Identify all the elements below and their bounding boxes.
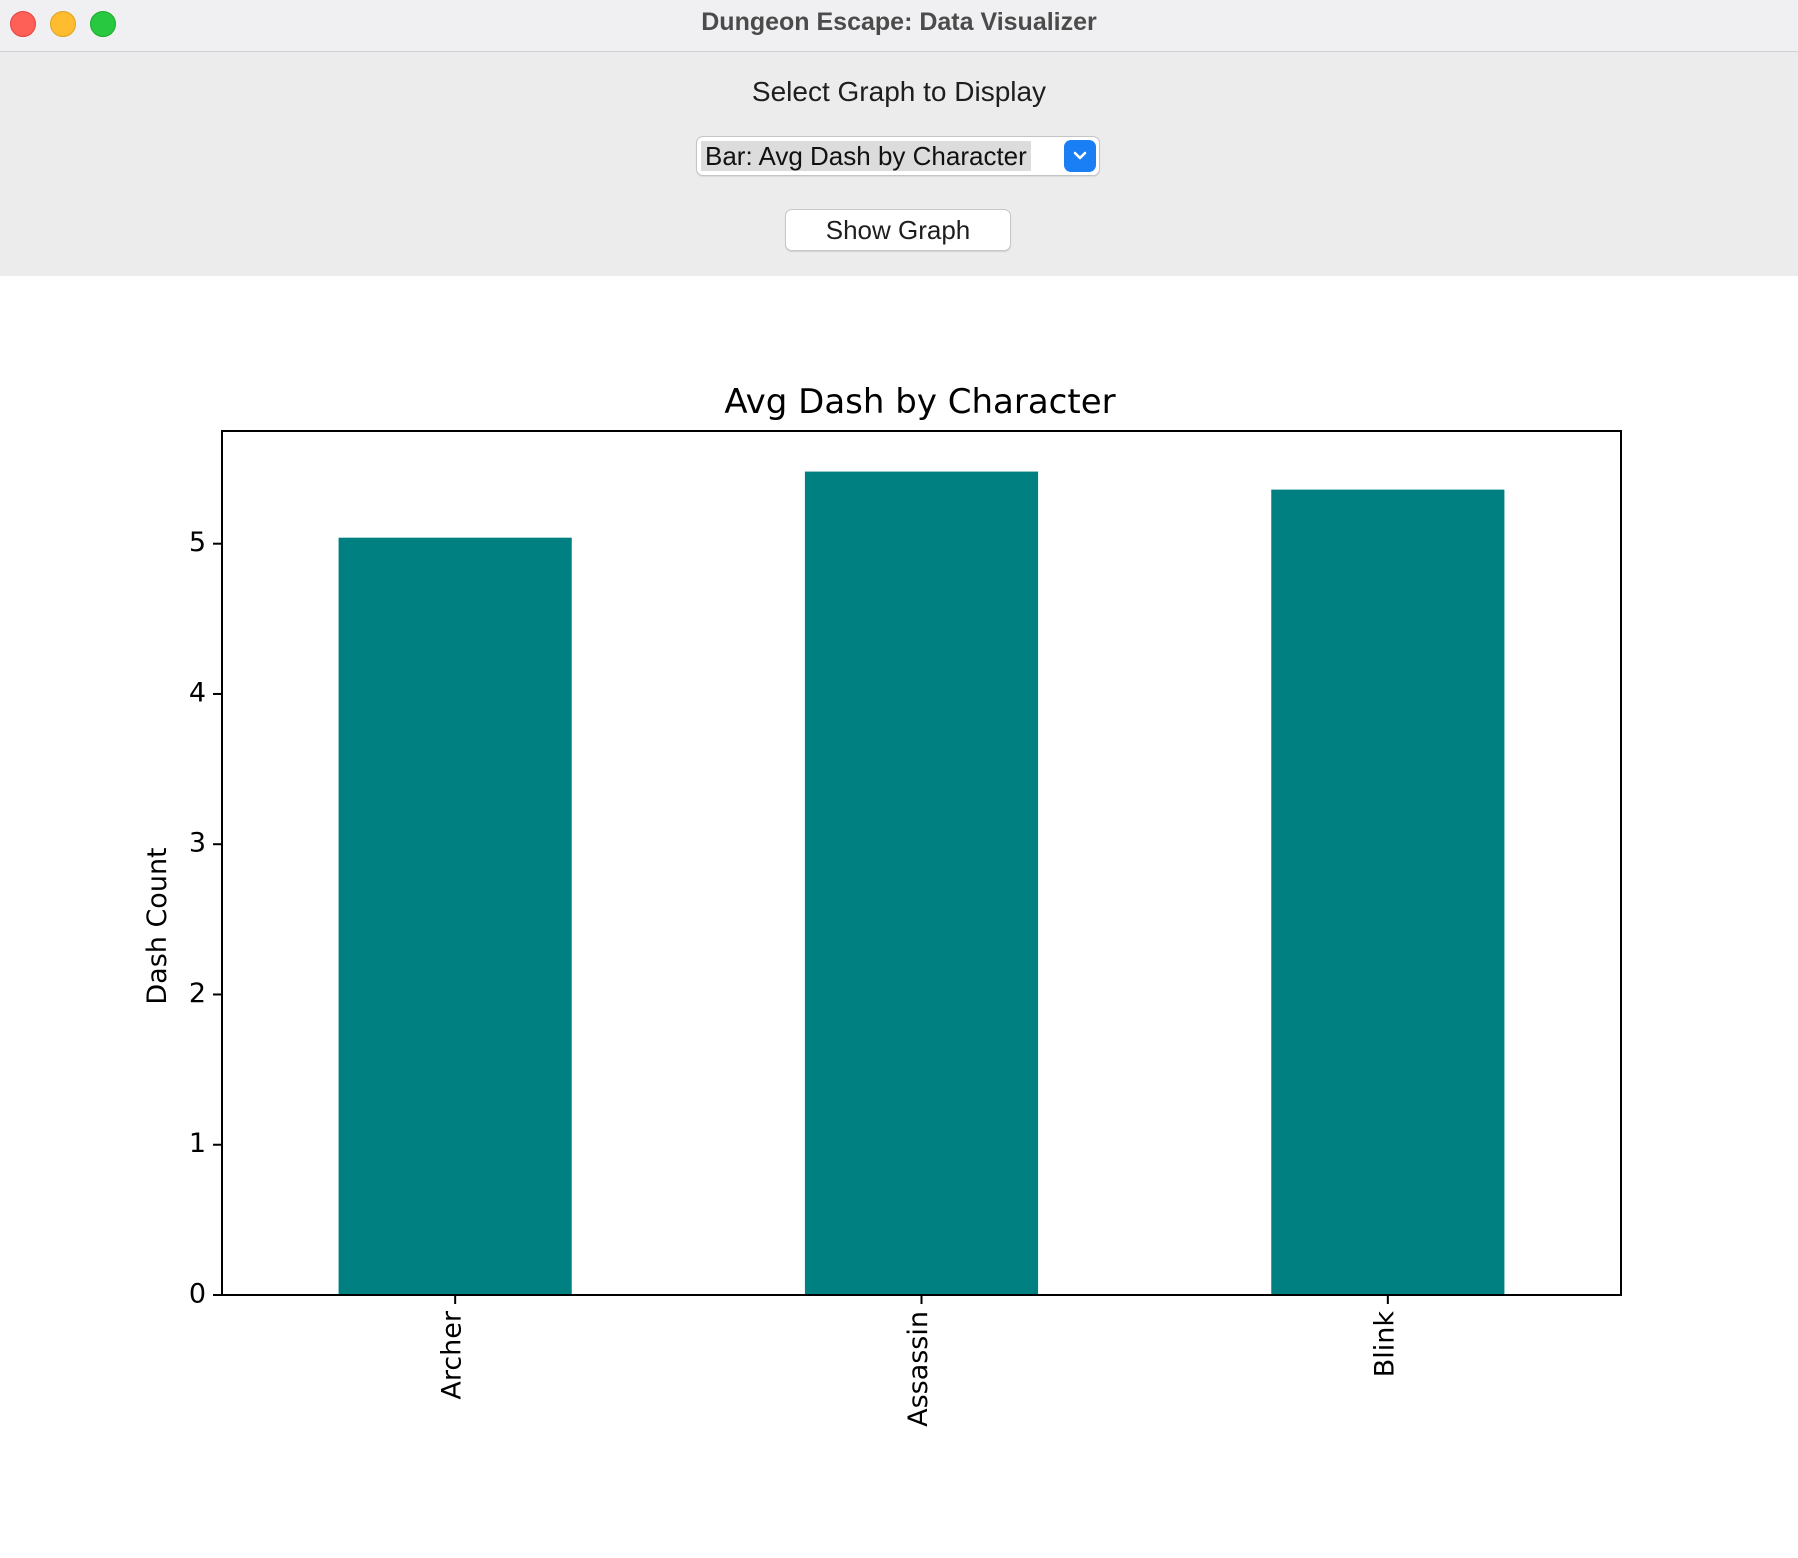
chevron-down-icon[interactable] — [1064, 140, 1096, 172]
x-tick-label: Assassin — [903, 1311, 934, 1427]
bar-assassin — [804, 471, 1039, 1295]
y-tick-label: 5 — [189, 527, 206, 558]
close-window-button[interactable] — [10, 11, 36, 37]
title-bar[interactable]: Dungeon Escape: Data Visualizer — [0, 0, 1798, 52]
control-panel: Select Graph to Display Bar: Avg Dash by… — [0, 52, 1798, 276]
x-tick-label: Archer — [437, 1310, 468, 1400]
y-axis-label: Dash Count — [142, 847, 173, 1004]
window-title: Dungeon Escape: Data Visualizer — [701, 8, 1097, 36]
bars-group — [338, 471, 1505, 1295]
y-axis-ticks: 0 1 2 3 4 5 — [189, 527, 222, 1310]
y-tick-label: 0 — [189, 1279, 206, 1310]
zoom-window-button[interactable] — [90, 11, 116, 37]
show-graph-button[interactable]: Show Graph — [785, 209, 1011, 251]
x-tick-label: Blink — [1369, 1311, 1400, 1378]
graph-select-dropdown[interactable]: Bar: Avg Dash by Character — [696, 136, 1100, 176]
y-tick-label: 4 — [189, 677, 206, 708]
y-tick-label: 2 — [189, 978, 206, 1009]
bar-archer — [338, 537, 572, 1295]
bar-blink — [1271, 489, 1505, 1295]
x-axis-ticks: Archer Assassin Blink — [437, 1295, 1400, 1427]
bar-chart: Avg Dash by Character Dash Count 012345 … — [142, 382, 1622, 1427]
plot-frame — [221, 430, 1622, 1296]
y-tick-label: 3 — [189, 828, 206, 859]
chart-title: Avg Dash by Character — [724, 382, 1115, 422]
graph-select-value: Bar: Avg Dash by Character — [701, 141, 1031, 171]
select-graph-label: Select Graph to Display — [751, 76, 1047, 107]
y-tick-label: 1 — [189, 1128, 206, 1159]
minimize-window-button[interactable] — [50, 11, 76, 37]
